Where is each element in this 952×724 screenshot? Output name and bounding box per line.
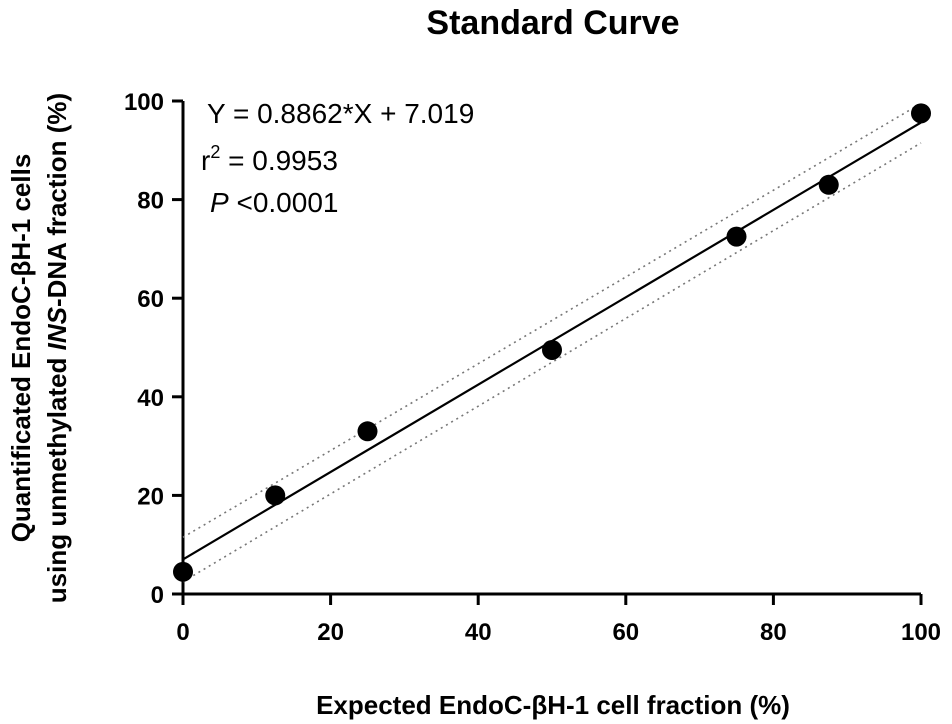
- p-value: <0.0001: [229, 187, 339, 218]
- x-axis-label: Expected EndoC-βH-1 cell fraction (%): [316, 690, 790, 720]
- y-axis-label-line2: using unmethylated INS-DNA fraction (%): [42, 93, 72, 603]
- x-tick-label: 60: [612, 619, 639, 646]
- p-symbol: P: [210, 187, 229, 218]
- x-tick-label: 80: [760, 619, 787, 646]
- x-tick-label: 100: [901, 619, 941, 646]
- y-tick-label: 40: [137, 385, 164, 412]
- y-axis-label-line2-italic: INS: [42, 306, 72, 350]
- y-axis-ticks: 0 20 40 60 80 100: [124, 89, 183, 609]
- equation-annotation: Y = 0.8862*X + 7.019: [207, 98, 474, 129]
- y-tick-label: 60: [137, 286, 164, 313]
- x-tick-label: 40: [465, 619, 492, 646]
- data-point: [726, 226, 747, 247]
- y-axis-label: Quantificated EndoC-βH-1 cells using unm…: [6, 93, 72, 603]
- data-point: [542, 339, 562, 360]
- data-points: [173, 103, 931, 582]
- x-tick-label: 0: [176, 619, 189, 646]
- y-tick-label: 0: [151, 582, 164, 609]
- data-point: [911, 103, 931, 124]
- chart-title: Standard Curve: [426, 4, 679, 42]
- y-axis-label-line1: Quantificated EndoC-βH-1 cells: [6, 154, 36, 543]
- y-axis-label-line2-post: -DNA fraction (%): [42, 93, 72, 307]
- y-tick-label: 80: [137, 188, 164, 215]
- y-tick-label: 100: [124, 89, 164, 116]
- y-axis-label-line2-pre: using unmethylated: [42, 350, 72, 603]
- confidence-band-lower: [182, 142, 922, 583]
- p-value-annotation: P <0.0001: [210, 187, 338, 218]
- r2-base: r: [201, 145, 210, 176]
- r2-value: = 0.9953: [220, 145, 338, 176]
- data-point: [265, 485, 286, 506]
- r2-annotation: r2 = 0.9953: [201, 142, 338, 176]
- x-tick-label: 20: [317, 619, 344, 646]
- data-point: [173, 561, 193, 582]
- data-point: [818, 174, 839, 195]
- data-point: [357, 421, 378, 442]
- r2-exponent: 2: [210, 142, 220, 162]
- x-axis-ticks: 0 20 40 60 80 100: [176, 594, 941, 646]
- y-tick-label: 20: [137, 483, 164, 510]
